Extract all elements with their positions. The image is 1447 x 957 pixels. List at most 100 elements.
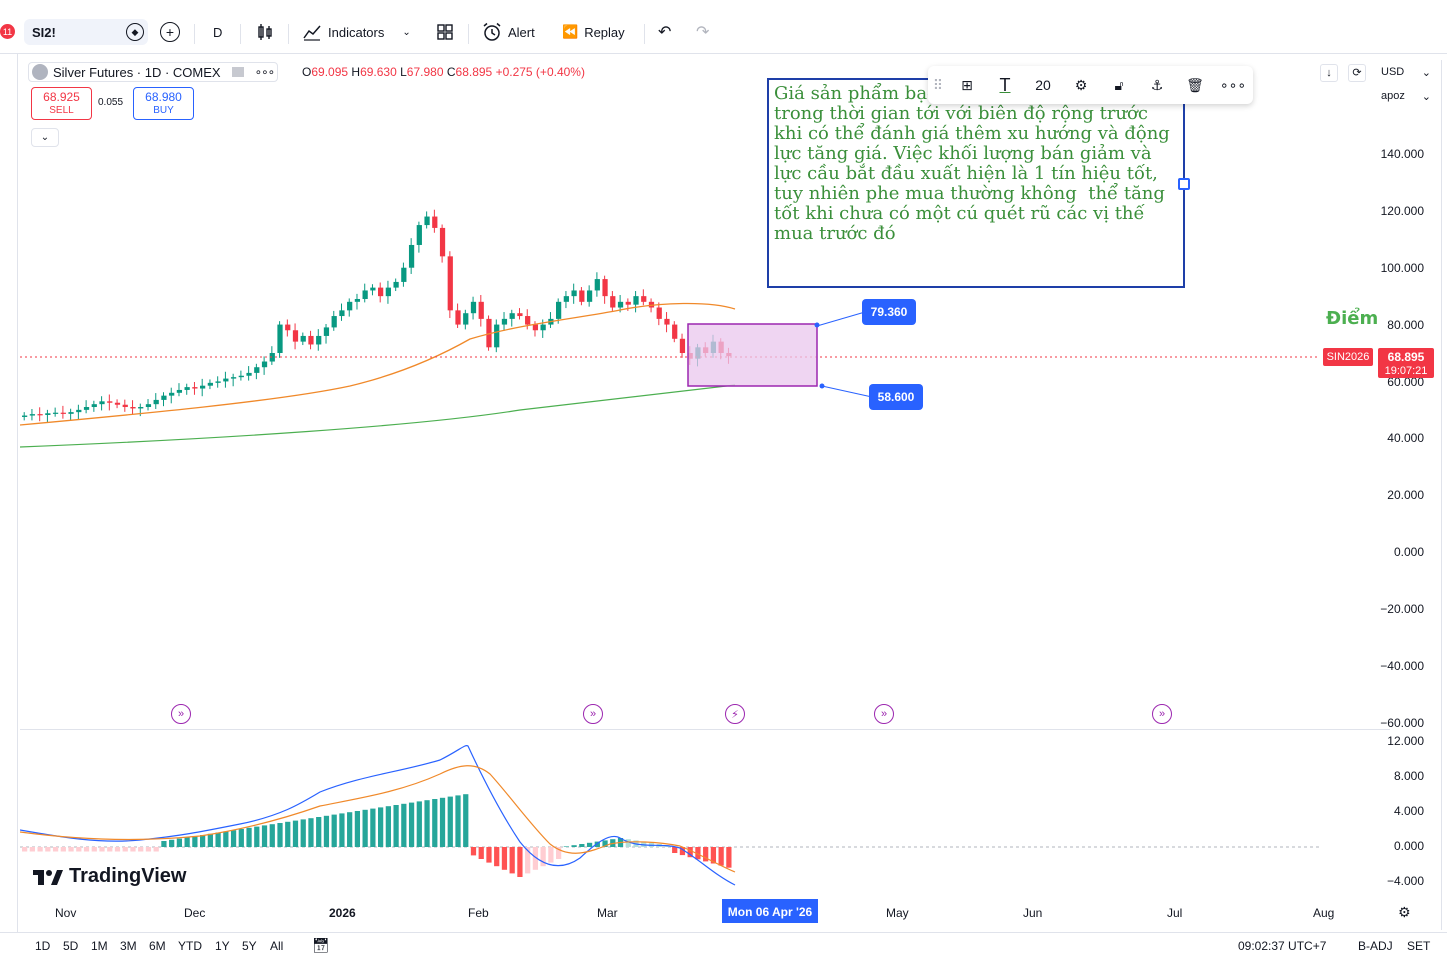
macd-histogram-bar (153, 847, 159, 852)
buy-button[interactable]: 68.980 BUY (133, 87, 194, 120)
goto-date-icon[interactable]: 📅︎ (312, 937, 330, 953)
drag-handle-icon[interactable]: ⠿ (932, 76, 944, 93)
symbol-title: Silver Futures · 1D · COMEX (53, 64, 221, 80)
redo-icon: ↷ (696, 24, 710, 41)
candle-body (285, 324, 291, 331)
unit-select[interactable]: apoz ⌄ (1377, 86, 1435, 106)
tradingview-logo[interactable]: TradingView (33, 865, 186, 888)
indicators-button[interactable]: Indicators ⌄ (302, 18, 411, 46)
range-button-3m[interactable]: 3M (120, 939, 137, 953)
macd-chart[interactable] (20, 732, 1390, 898)
symbol-search[interactable]: SI2! ◆ (24, 19, 148, 45)
range-button-1m[interactable]: 1M (91, 939, 108, 953)
sell-button[interactable]: 68.925 SELL (31, 87, 92, 120)
redo-button[interactable]: ↷ (696, 18, 709, 46)
macd-histogram-bar (83, 847, 90, 852)
font-size-button[interactable]: 20 (1024, 66, 1062, 104)
collapse-legend-button[interactable]: ⌄ (31, 128, 59, 147)
range-button-5y[interactable]: 5Y (242, 939, 257, 953)
macd-histogram-bar (385, 806, 391, 847)
candle-body (91, 404, 97, 408)
macd-histogram-bar (540, 847, 546, 867)
crosshair-date: Mon 06 Apr '26 (722, 899, 818, 923)
alarm-clock-icon (483, 22, 501, 41)
candles-icon (258, 24, 272, 40)
range-button-all[interactable]: All (270, 939, 284, 953)
price-tick-label: 80.000 (1387, 318, 1424, 332)
candle-body (277, 324, 283, 353)
range-button-1d[interactable]: 1D (35, 939, 51, 953)
note-resize-handle[interactable] (1178, 178, 1190, 190)
refresh-icon[interactable]: ⟳ (1348, 64, 1366, 82)
macd-tick-label: 8.000 (1393, 769, 1424, 783)
lock-button[interactable]: 🔓︎ (1100, 66, 1138, 104)
macd-histogram-bar (200, 835, 206, 847)
right-panel-edge[interactable] (1441, 60, 1447, 930)
macd-histogram-bar (416, 801, 422, 847)
settings-gear-icon[interactable]: ⚙ (1398, 904, 1411, 920)
macd-histogram-bar (114, 847, 121, 852)
currency-select[interactable]: USD ⌄ (1377, 62, 1435, 82)
arrow-down-icon[interactable]: ↓ (1320, 64, 1338, 82)
macd-histogram-bar (687, 847, 693, 858)
replay-label: Replay (584, 24, 625, 40)
price-tick-label: 100.000 (1380, 261, 1424, 275)
settings-button[interactable]: ⚙ (1062, 66, 1100, 104)
compare-icon[interactable]: ◆ (126, 23, 144, 41)
macd-histogram-bar (246, 827, 252, 847)
alert-button[interactable]: Alert (482, 18, 535, 46)
candle-body (679, 338, 686, 353)
legend-symbol-box[interactable]: Silver Futures · 1D · COMEX ∘∘∘ (28, 62, 279, 82)
anchor-button[interactable]: ⚓︎ (1138, 66, 1176, 104)
event-marker-icon[interactable]: » (1152, 704, 1172, 724)
layouts-button[interactable] (436, 18, 454, 46)
text-color-button[interactable]: T (986, 66, 1024, 104)
candle-body (215, 381, 221, 383)
notification-badge[interactable]: 11 (0, 24, 15, 39)
symbol-label: SI2! (32, 24, 56, 40)
event-marker-icon[interactable]: » (874, 704, 894, 724)
range-button-5d[interactable]: 5D (63, 939, 79, 953)
candle-body (532, 324, 539, 331)
ma-fast-line (20, 302, 736, 426)
candle-body (354, 298, 361, 302)
range-button-6m[interactable]: 6M (149, 939, 166, 953)
text-note-drawing[interactable]: Giá sản phẩm bạc sẽ còn thử thách thêm t… (767, 78, 1190, 288)
event-marker-icon[interactable]: » (583, 704, 603, 724)
macd-histogram-bar (52, 847, 59, 852)
range-top-label: 79.360 (862, 299, 916, 325)
interval-button[interactable]: D (213, 18, 222, 46)
brand-label: TradingView (69, 865, 187, 887)
more-icon[interactable]: ∘∘∘ (254, 65, 276, 79)
range-bottom-connector (821, 385, 873, 398)
range-handle-top[interactable] (814, 322, 820, 328)
range-button-ytd[interactable]: YTD (178, 939, 202, 953)
price-range-box[interactable] (687, 323, 818, 387)
range-handle-bottom[interactable] (819, 383, 825, 389)
macd-histogram-bar (370, 808, 376, 847)
session-toggle[interactable]: SET (1407, 939, 1431, 953)
high-value: 69.630 (360, 65, 397, 79)
more-button[interactable]: ∘∘∘ (1214, 66, 1252, 104)
candle-body (401, 267, 407, 282)
macd-histogram-bar (509, 847, 515, 874)
replay-button[interactable]: ⏪ Replay (562, 18, 625, 46)
badj-toggle[interactable]: B-ADJ (1358, 939, 1393, 953)
add-symbol-button[interactable]: + (160, 18, 180, 46)
macd-histogram-bar (138, 847, 144, 852)
lightning-icon[interactable]: ⚡ (725, 704, 745, 724)
templates-button[interactable]: ⊞ (948, 66, 986, 104)
flag-icon[interactable] (231, 67, 244, 77)
candle-body (99, 401, 105, 405)
clock-time[interactable]: 09:02:37 UTC+7 (1238, 939, 1327, 953)
event-marker-icon[interactable]: » (171, 704, 191, 724)
price-chart[interactable] (20, 56, 1390, 726)
candle-body (52, 412, 59, 414)
delete-button[interactable]: 🗑︎ (1176, 66, 1214, 104)
undo-button[interactable]: ↶ (658, 18, 671, 46)
macd-histogram-bar (215, 832, 221, 847)
chart-type-button[interactable] (256, 18, 274, 46)
range-button-1y[interactable]: 1Y (215, 939, 230, 953)
candle-body (563, 296, 569, 302)
left-drawing-toolbar[interactable] (0, 54, 18, 932)
